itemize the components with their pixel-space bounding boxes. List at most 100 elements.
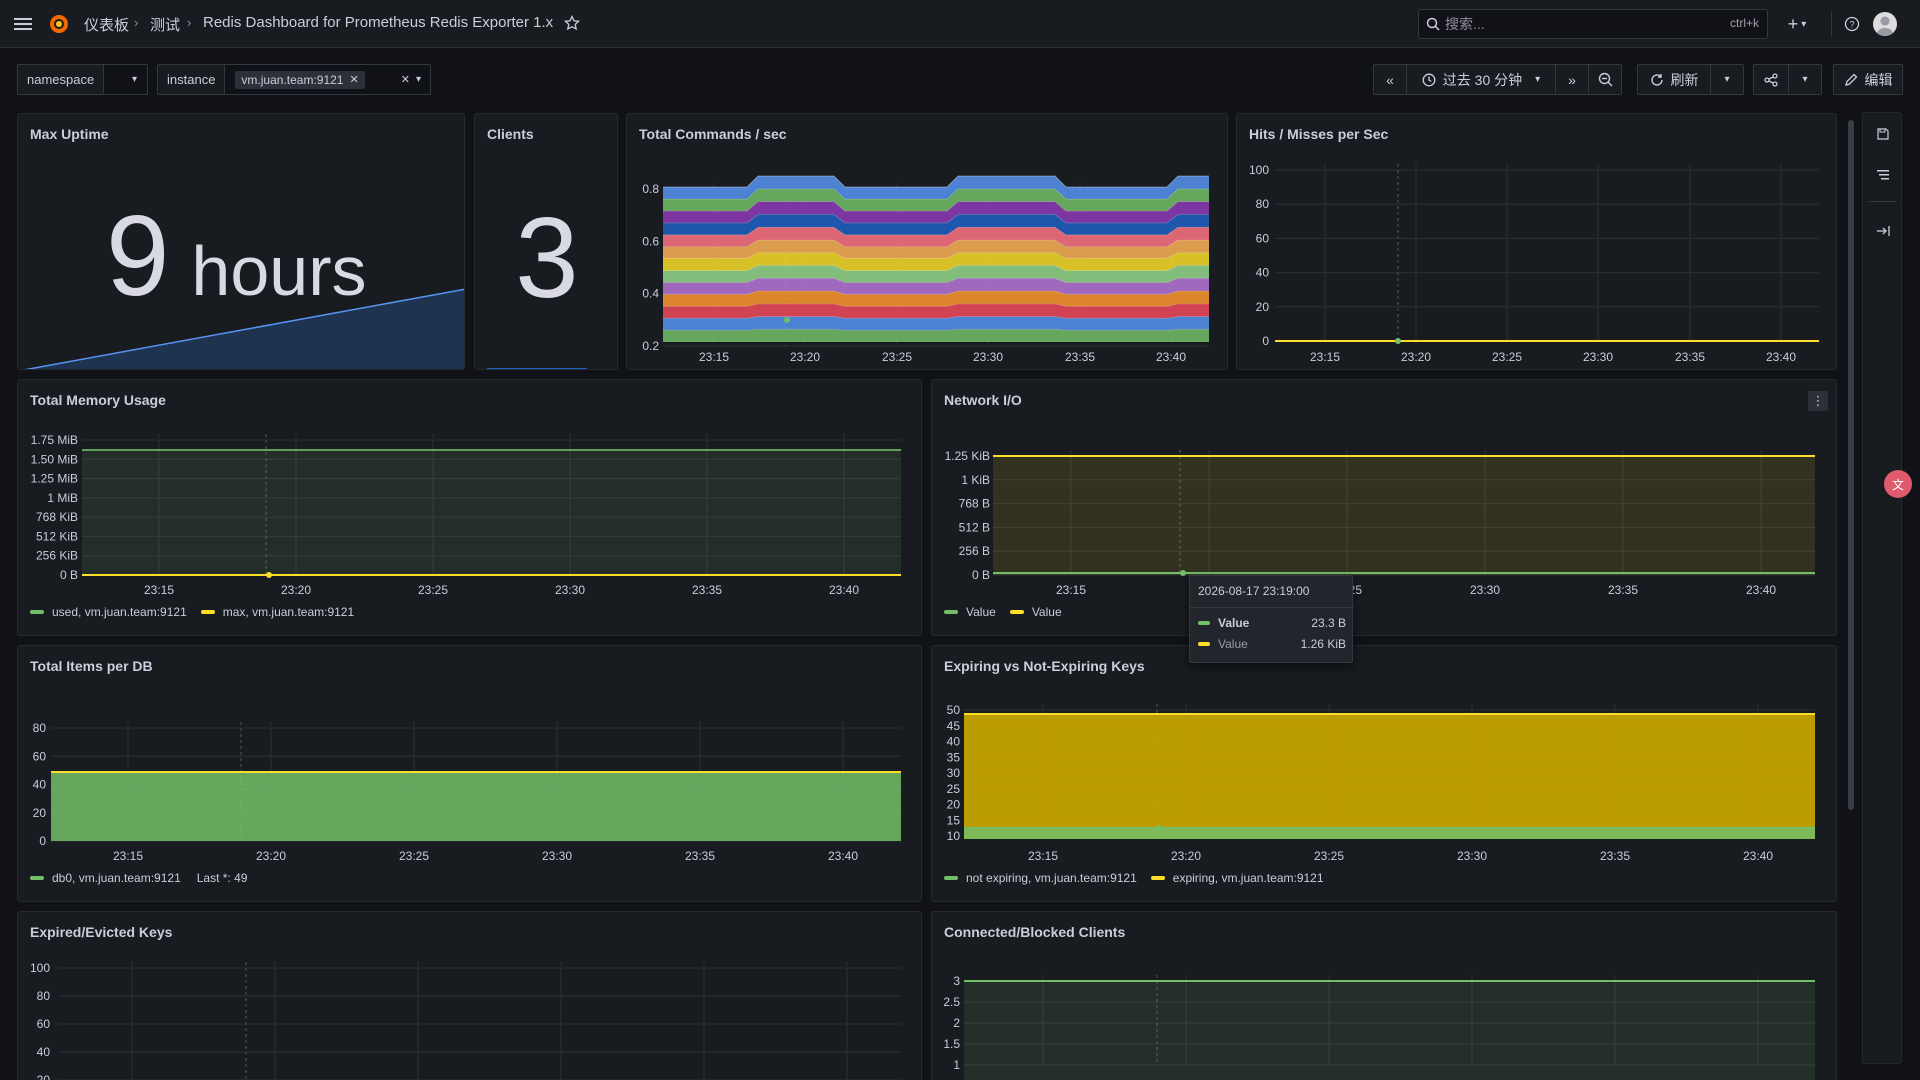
zoom-out-button[interactable] xyxy=(1588,64,1622,95)
y-tick-label: 0 B xyxy=(972,568,990,582)
panel-connected-clients[interactable]: Connected/Blocked Clients 1 1.5 2 2.5 3 xyxy=(931,911,1837,1080)
refresh-interval-button[interactable]: ▾ xyxy=(1710,64,1744,95)
dashboard-title: Redis Dashboard for Prometheus Redis Exp… xyxy=(203,14,554,31)
data-point xyxy=(1156,825,1162,831)
series-band xyxy=(663,278,1209,295)
share-options-button[interactable]: ▾ xyxy=(1788,64,1822,95)
share-button[interactable] xyxy=(1753,64,1789,95)
clear-icon[interactable]: ✕ xyxy=(400,74,410,86)
search-input[interactable] xyxy=(1445,15,1695,33)
legend-swatch xyxy=(1198,621,1210,625)
help-icon[interactable]: ? xyxy=(1842,14,1862,34)
panel-network-io[interactable]: Network I/O ⋮ 0 B 256 B 512 B 768 B 1 KiB 1.2… xyxy=(931,379,1837,636)
y-tick-label: 25 xyxy=(947,782,961,796)
breadcrumb-home[interactable]: 仪表板 xyxy=(84,17,130,34)
legend: Value Value xyxy=(944,605,1062,619)
refresh-button[interactable]: 刷新 xyxy=(1637,64,1711,95)
breadcrumb-folder[interactable]: 测试 xyxy=(150,17,181,34)
y-tick-label: 80 xyxy=(33,721,47,735)
instance-label: instance xyxy=(158,65,226,94)
tooltip-label: Value xyxy=(1218,616,1250,630)
plus-icon: + xyxy=(1787,13,1799,34)
panel-memory[interactable]: Total Memory Usage 0 B 256 KiB 512 KiB 768 … xyxy=(17,379,922,636)
time-range-picker[interactable]: 过去 30 分钟 ▾ xyxy=(1406,64,1556,95)
tooltip-label: Value xyxy=(1218,637,1248,651)
x-tick-label: 23:40 xyxy=(1743,849,1773,863)
scrollbar[interactable] xyxy=(1848,120,1854,810)
panel-expiring-keys[interactable]: Expiring vs Not-Expiring Keys 10 15 20 25 30… xyxy=(931,645,1837,902)
x-tick-label: 23:30 xyxy=(1470,583,1500,597)
translate-icon[interactable]: 文 xyxy=(1884,470,1912,498)
x-tick-label: 23:40 xyxy=(1156,350,1186,364)
series-band xyxy=(663,316,1209,331)
grafana-logo-icon[interactable] xyxy=(47,12,71,36)
legend: used, vm.juan.team:9121 max, vm.juan.tea… xyxy=(30,605,354,619)
legend-label[interactable]: used, vm.juan.team:9121 xyxy=(52,605,187,619)
time-back-button[interactable]: « xyxy=(1373,64,1407,95)
chevron-down-icon[interactable]: ▾ xyxy=(415,74,421,85)
legend-label[interactable]: Value xyxy=(1031,605,1062,619)
legend-label[interactable]: expiring, vm.juan.team:9121 xyxy=(1172,871,1324,885)
legend-label[interactable]: db0, vm.juan.team:9121 xyxy=(52,871,181,885)
chevron-down-icon: ▾ xyxy=(1535,74,1541,85)
namespace-variable[interactable]: namespace ▾ xyxy=(17,64,148,95)
panel-hits-misses[interactable]: Hits / Misses per Sec 0 20 40 60 80 100 23:15 2… xyxy=(1236,113,1837,370)
chevron-down-icon[interactable]: ▾ xyxy=(131,74,137,85)
panel-clients[interactable]: Clients 3 xyxy=(474,113,618,370)
search-bar[interactable]: ctrl+k xyxy=(1418,9,1768,39)
x-tick-label: 23:35 xyxy=(1608,583,1638,597)
edit-button[interactable]: 编辑 xyxy=(1833,64,1903,95)
instance-variable[interactable]: instance vm.juan.team:9121 ✕ ✕ ▾ xyxy=(157,64,431,95)
panel-items-per-db[interactable]: Total Items per DB 0 20 40 60 80 23:15 23:20 23… xyxy=(17,645,922,902)
series-area xyxy=(51,772,901,841)
x-tick-label: 23:35 xyxy=(1065,350,1095,364)
y-tick-label: 1.50 MiB xyxy=(31,452,78,466)
y-tick-label: 30 xyxy=(947,766,961,780)
y-tick-label: 60 xyxy=(37,1017,51,1031)
menu-icon[interactable] xyxy=(10,12,36,36)
series-line xyxy=(663,175,1209,188)
share-icon xyxy=(1764,72,1778,87)
panel-menu-icon[interactable]: ⋮ xyxy=(1808,391,1828,411)
y-tick-label: 0.6 xyxy=(642,234,659,248)
y-tick-label: 80 xyxy=(1256,197,1270,211)
panel-title: Max Uptime xyxy=(30,126,109,142)
top-bar: 仪表板 › 测试 › Redis Dashboard for Prometheu… xyxy=(0,0,1920,48)
series-band xyxy=(663,265,1209,283)
panel-title: Total Items per DB xyxy=(30,658,153,674)
legend-label[interactable]: Value xyxy=(966,605,996,619)
time-range-label: 过去 30 分钟 xyxy=(1442,71,1523,88)
panel-expired-evicted[interactable]: Expired/Evicted Keys 20 40 60 80 100 xyxy=(17,911,922,1080)
series-line xyxy=(663,201,1209,212)
x-tick-label: 23:30 xyxy=(1457,849,1487,863)
panel-total-commands[interactable]: Total Commands / sec 0.2 0.4 0.6 0.8 23:15 23… xyxy=(626,113,1228,370)
search-icon xyxy=(1426,17,1440,31)
add-new-button[interactable]: + ▾ xyxy=(1780,12,1814,36)
chevron-down-icon: ▾ xyxy=(1724,74,1730,85)
legend-label[interactable]: max, vm.juan.team:9121 xyxy=(222,605,355,619)
star-icon[interactable] xyxy=(562,13,582,33)
x-tick-label: 23:20 xyxy=(1171,849,1201,863)
tooltip-time: 2026-08-17 23:19:00 xyxy=(1198,584,1310,598)
y-tick-label: 40 xyxy=(947,735,961,749)
legend-label[interactable]: not expiring, vm.juan.team:9121 xyxy=(966,871,1137,885)
avatar[interactable] xyxy=(1873,12,1897,36)
y-tick-label: 100 xyxy=(1249,163,1269,177)
remove-chip-icon[interactable]: ✕ xyxy=(349,74,359,86)
connected-chart: 1 1.5 2 2.5 3 xyxy=(943,974,1815,1080)
dock-icon[interactable] xyxy=(1873,221,1893,241)
save-icon[interactable] xyxy=(1873,124,1893,144)
series-band xyxy=(663,201,1209,223)
refresh-icon xyxy=(1650,73,1663,86)
panel-max-uptime[interactable]: Max Uptime 9 hours xyxy=(17,113,465,370)
panel-title: Total Commands / sec xyxy=(639,126,787,142)
panel-title: Hits / Misses per Sec xyxy=(1249,126,1389,142)
uptime-value: 9 hours xyxy=(106,200,367,314)
outline-icon[interactable] xyxy=(1873,165,1893,185)
time-forward-button[interactable]: » xyxy=(1555,64,1589,95)
instance-chip[interactable]: vm.juan.team:9121 ✕ xyxy=(235,70,365,89)
tooltip-row: Value 23.3 B xyxy=(1198,616,1346,630)
legend-swatch xyxy=(200,610,215,614)
tooltip-row: Value 1.26 KiB xyxy=(1198,637,1346,651)
